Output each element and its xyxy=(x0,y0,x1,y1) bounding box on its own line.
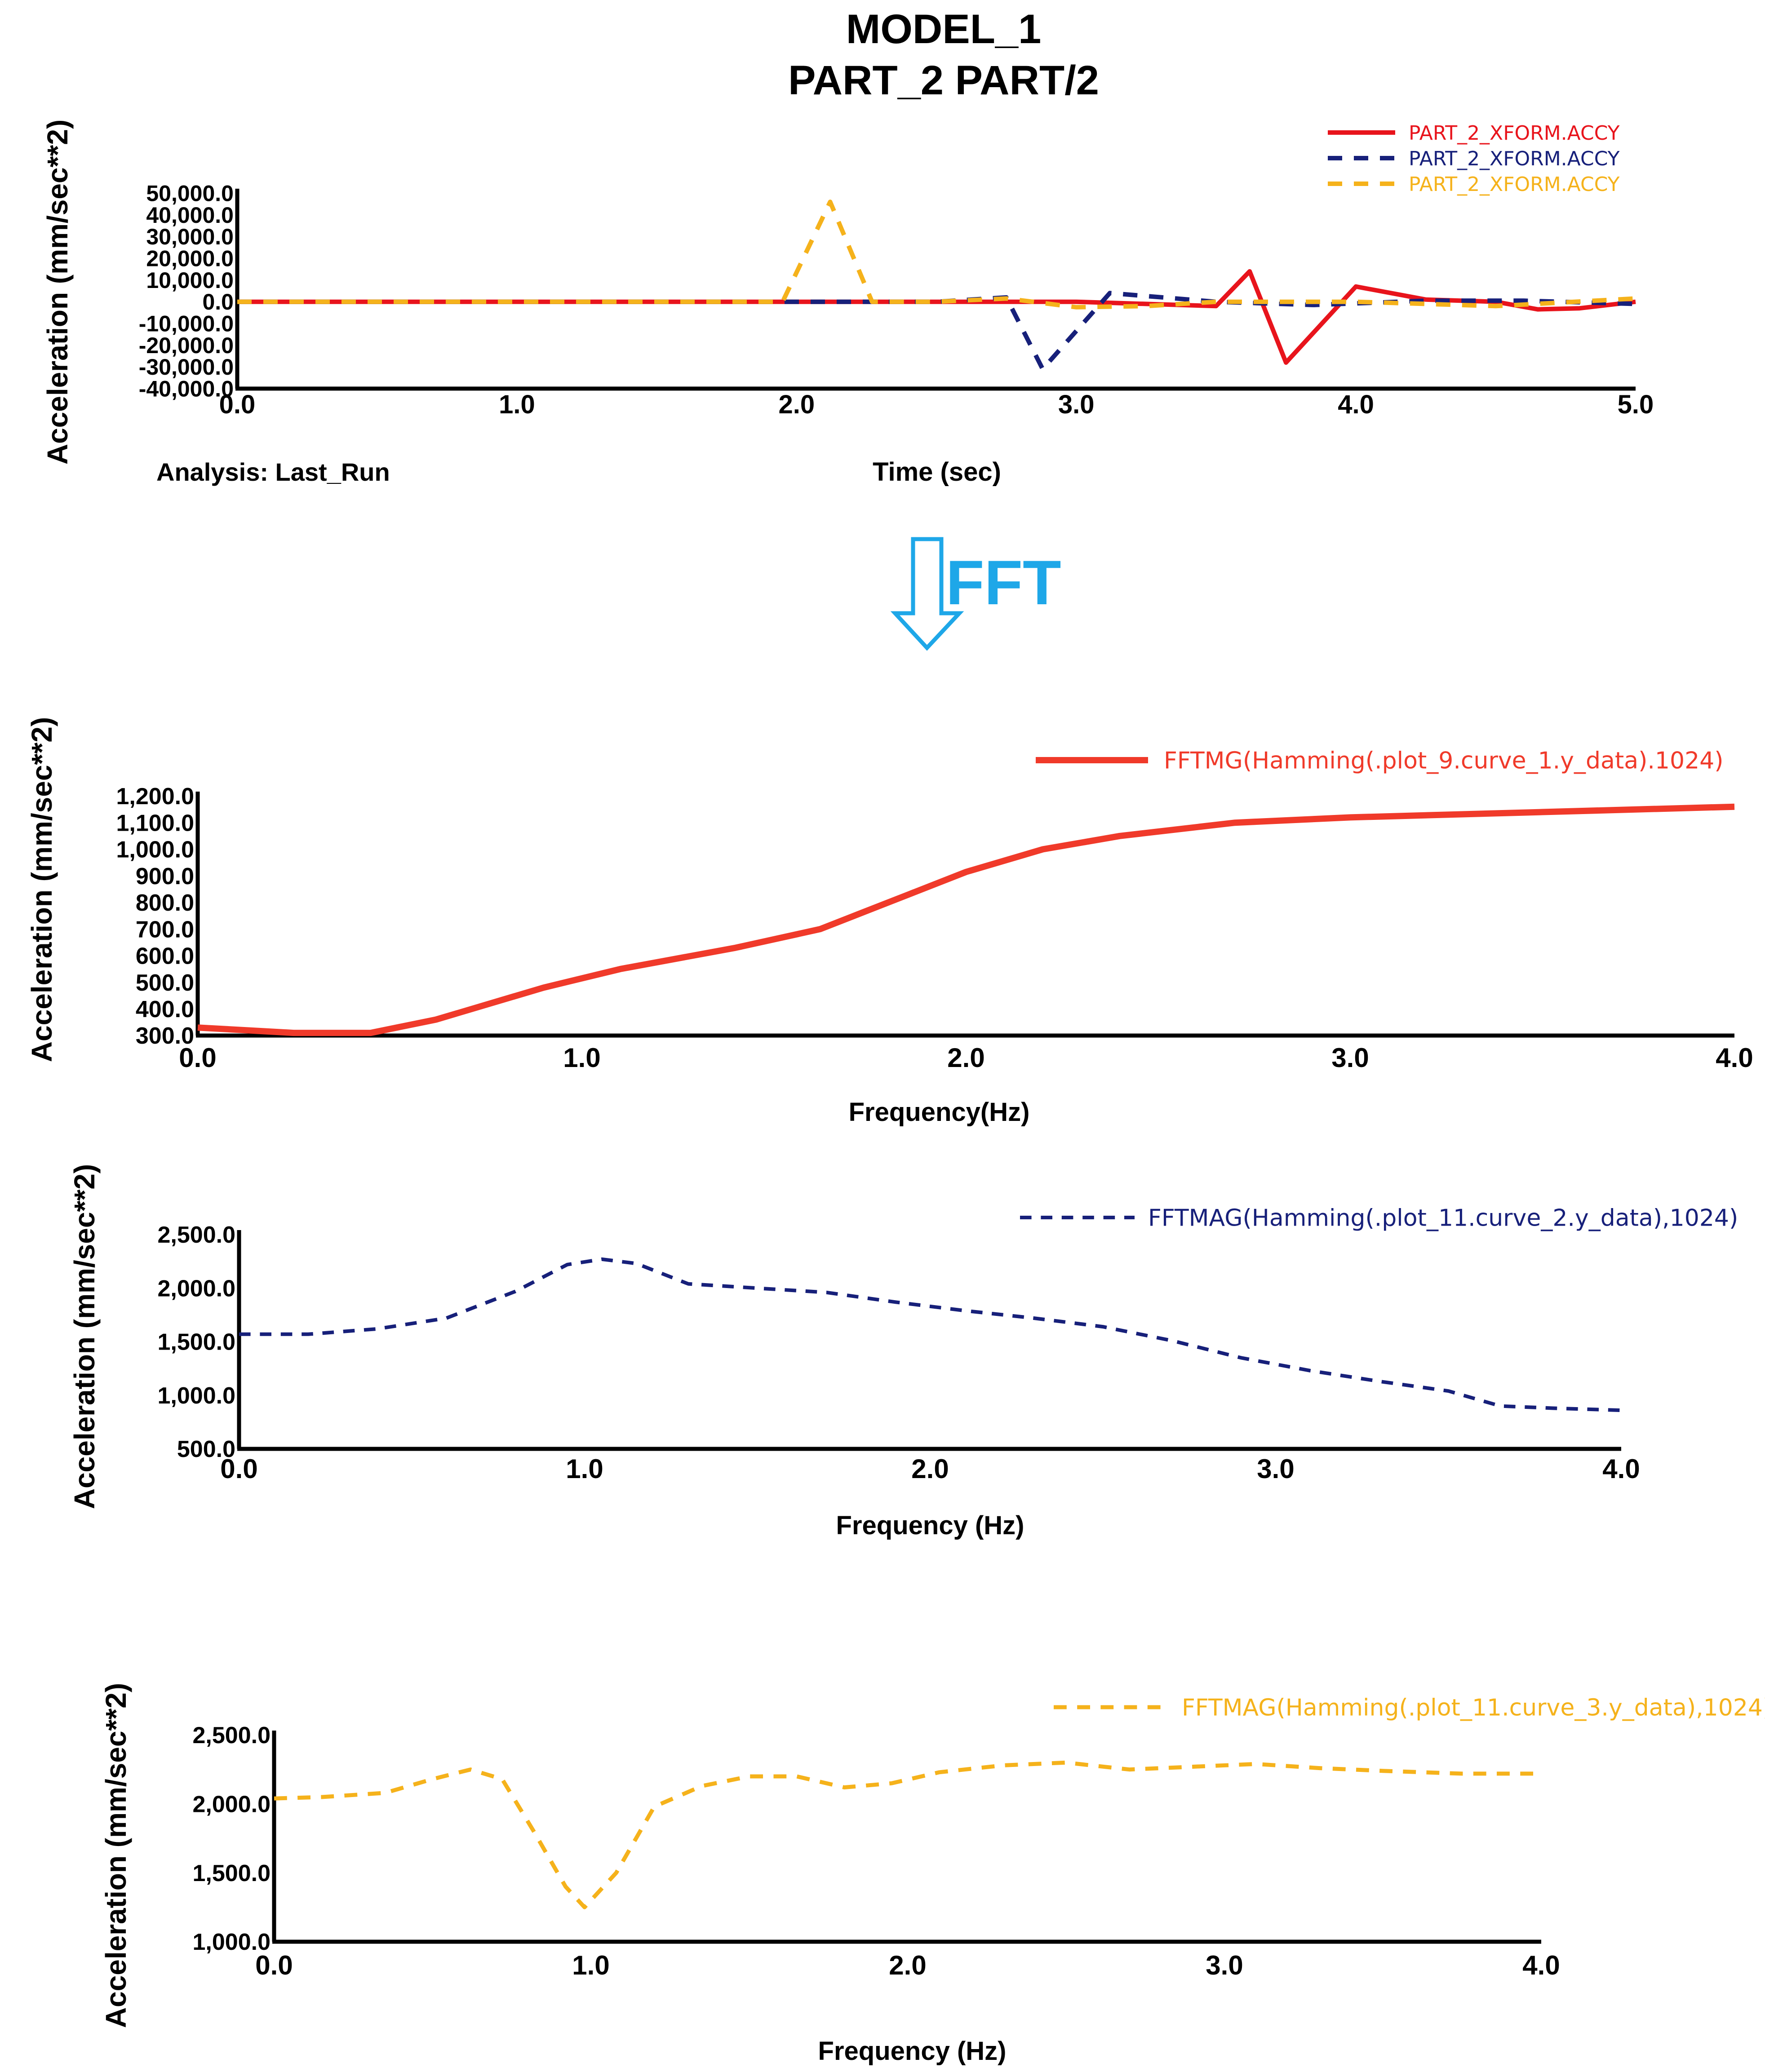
fft-label: FFT xyxy=(946,547,1061,618)
x-tick-label: 3.0 xyxy=(1257,1454,1294,1484)
series-line-2 xyxy=(237,291,1636,372)
x-tick-label: 2.0 xyxy=(889,1950,926,1980)
x-tick-label: 3.0 xyxy=(1206,1950,1243,1980)
x-tick-label: 4.0 xyxy=(1602,1454,1640,1484)
y-tick-label: 400.0 xyxy=(136,996,194,1023)
x-tick-label: 1.0 xyxy=(563,1043,600,1073)
series-line-1 xyxy=(197,803,1735,1036)
analysis-note: Analysis: Last_Run xyxy=(156,458,390,486)
y-tick-label: -40,000.0 xyxy=(139,376,234,402)
legend-label: PART_2_XFORM.ACCY xyxy=(1409,147,1620,170)
y-tick-label: 500.0 xyxy=(177,1436,235,1462)
fft-chart-2: 2,500.0 2,000.0 1,500.0 1,000.0 500.00.0 1.0 2… xyxy=(68,1164,1738,1540)
x-tick-label: 1.0 xyxy=(566,1454,603,1484)
x-tick-label: 4.0 xyxy=(1338,390,1374,419)
y-tick-label: 10,000.0 xyxy=(146,268,234,293)
legend-label: FFTMAG(Hamming(.plot_11.curve_2.y_data),… xyxy=(1148,1205,1738,1232)
x-axis-label: Frequency(Hz) xyxy=(849,1098,1030,1127)
time-domain-chart: 50,000.040,000.030,000.020,000.010,000.0… xyxy=(41,120,1654,487)
x-tick-label: 5.0 xyxy=(1618,390,1654,419)
legend-label: FFTMAG(Hamming(.plot_11.curve_3.y_data),… xyxy=(1182,1695,1765,1722)
x-tick-label: 0.0 xyxy=(179,1043,216,1073)
x-tick-label: 1.0 xyxy=(572,1950,609,1980)
y-tick-label: 1,100.0 xyxy=(116,810,195,836)
figure-title-line2: PART_2 PART/2 xyxy=(788,58,1099,103)
x-tick-label: 4.0 xyxy=(1522,1950,1560,1980)
y-tick-label: -10,000.0 xyxy=(139,311,234,336)
x-axis-label: Time (sec) xyxy=(873,457,1001,487)
x-axis-label: Frequency (Hz) xyxy=(818,2037,1007,2066)
x-tick-label: 2.0 xyxy=(911,1454,949,1484)
series-line-3 xyxy=(237,199,1636,310)
y-tick-label: -20,000.0 xyxy=(139,333,234,358)
x-tick-label: 3.0 xyxy=(1331,1043,1369,1073)
x-tick-label: 0.0 xyxy=(255,1950,293,1980)
y-axis-label: Acceleration (mm/sec**2) xyxy=(68,1164,101,1509)
x-tick-label: 1.0 xyxy=(499,390,535,419)
series-line-1 xyxy=(274,1760,1541,1909)
x-tick-label: 4.0 xyxy=(1716,1043,1753,1073)
y-tick-label: 700.0 xyxy=(136,916,194,943)
y-tick-label: 600.0 xyxy=(136,943,194,970)
y-axis-label: Acceleration (mm/sec**2) xyxy=(100,1683,132,2028)
y-tick-label: 1,000.0 xyxy=(193,1929,271,1955)
y-tick-label: 500.0 xyxy=(136,970,194,996)
y-tick-label: 1,500.0 xyxy=(158,1329,236,1355)
legend-label: PART_2_XFORM.ACCY xyxy=(1409,173,1620,196)
figure-title-line1: MODEL_1 xyxy=(846,6,1042,52)
x-tick-label: 3.0 xyxy=(1058,390,1095,419)
y-axis-label: Acceleration (mm/sec**2) xyxy=(26,717,58,1062)
legend-label: PART_2_XFORM.ACCY xyxy=(1409,122,1620,145)
y-tick-label: 20,000.0 xyxy=(146,246,234,271)
y-tick-label: 1,500.0 xyxy=(193,1860,271,1886)
x-tick-label: 2.0 xyxy=(778,390,815,419)
down-arrow-icon xyxy=(890,537,964,651)
series-line-1 xyxy=(239,1257,1622,1412)
y-tick-label: 2,000.0 xyxy=(158,1275,236,1302)
y-tick-label: 1,200.0 xyxy=(116,784,195,810)
fft-chart-3: 2,500.0 2,000.0 1,500.0 1,000.00.0 1.0 2.0 3.0… xyxy=(100,1683,1765,2066)
legend-label: FFTMG(Hamming(.plot_9.curve_1.y_data).10… xyxy=(1164,748,1724,775)
fft-chart-1: 1,200.01,100.01,000.0900.0800.0700.0600.… xyxy=(26,717,1753,1127)
x-tick-label: 2.0 xyxy=(947,1043,984,1073)
y-tick-label: -30,000.0 xyxy=(139,354,234,380)
y-tick-label: 0.0 xyxy=(202,289,234,314)
series-line-1 xyxy=(237,269,1636,365)
y-tick-label: 900.0 xyxy=(136,863,194,890)
y-tick-label: 2,000.0 xyxy=(193,1792,271,1818)
y-tick-label: 30,000.0 xyxy=(146,224,234,249)
y-tick-label: 2,500.0 xyxy=(158,1222,236,1248)
x-tick-label: 0.0 xyxy=(220,1454,257,1484)
y-tick-label: 300.0 xyxy=(136,1023,194,1049)
fft-transform-arrow: FFT xyxy=(890,537,1061,651)
y-tick-label: 800.0 xyxy=(136,890,194,916)
y-tick-label: 2,500.0 xyxy=(193,1722,271,1749)
y-tick-label: 1,000.0 xyxy=(116,837,195,863)
y-tick-label: 40,000.0 xyxy=(146,203,234,228)
x-axis-label: Frequency (Hz) xyxy=(836,1511,1024,1540)
y-tick-label: 1,000.0 xyxy=(158,1383,236,1409)
y-axis-label: Acceleration (mm/sec**2) xyxy=(41,120,74,465)
x-tick-label: 0.0 xyxy=(219,390,256,419)
y-tick-label: 50,000.0 xyxy=(146,181,234,206)
